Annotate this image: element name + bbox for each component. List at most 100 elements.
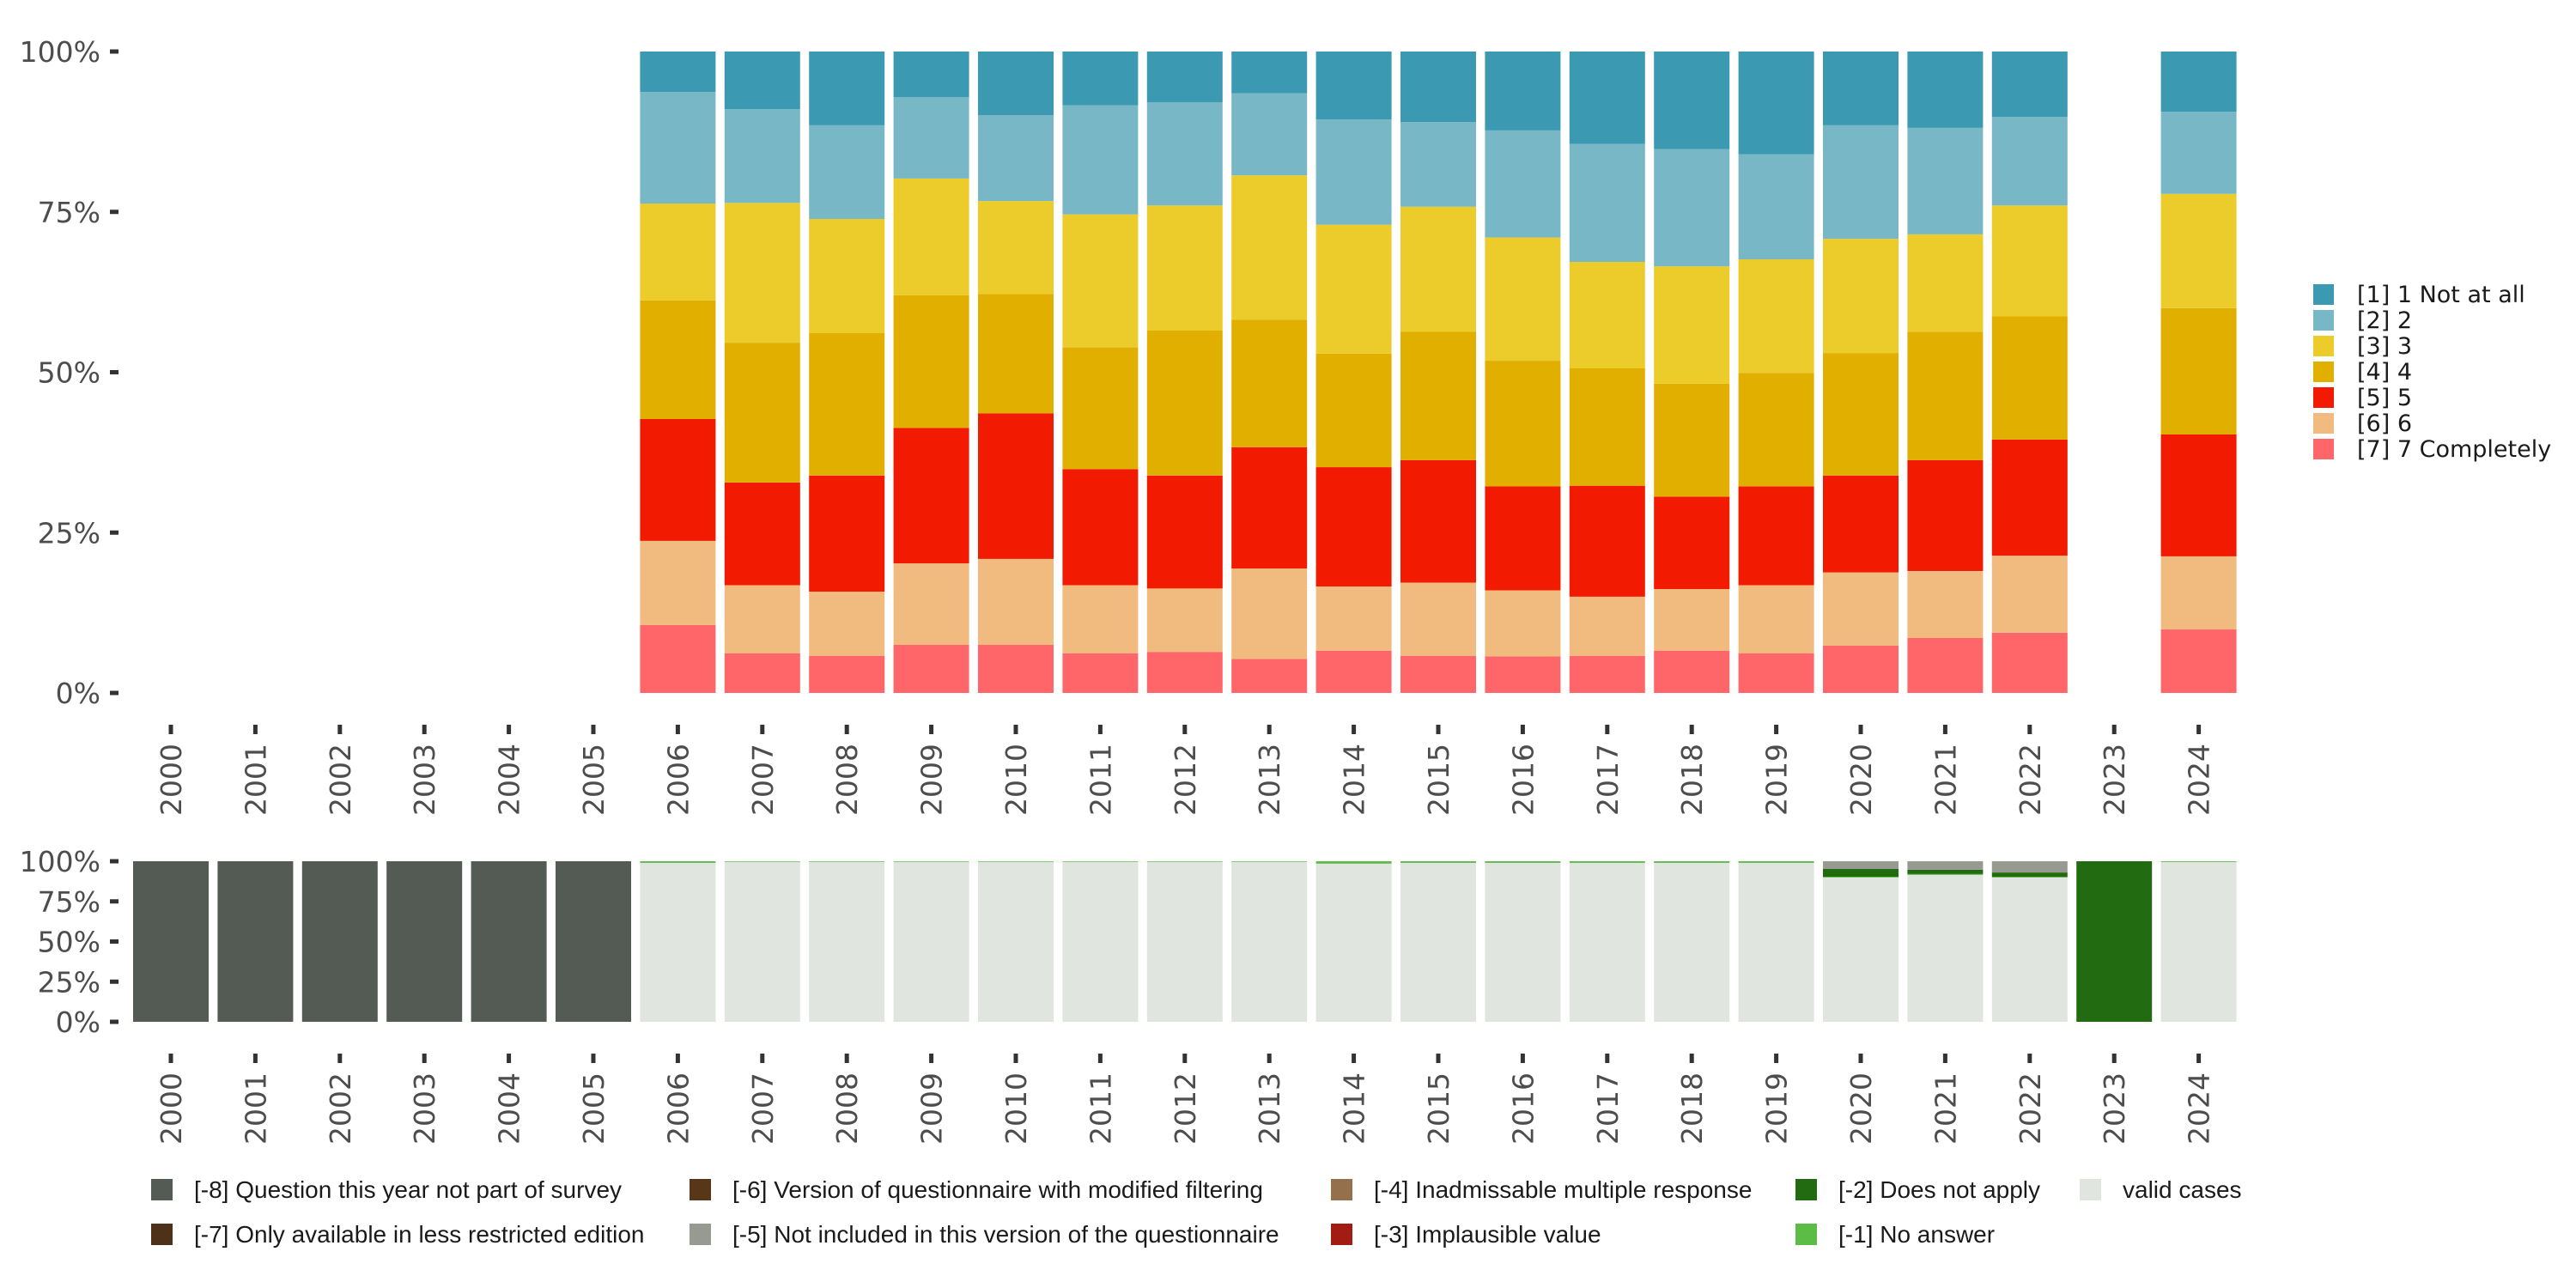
- bar-2012-6-6: [1146, 588, 1223, 653]
- bar-2009-2-2: [893, 97, 969, 179]
- bar-2011-3-3: [1062, 214, 1139, 348]
- x-tick-label: 2014: [1338, 1072, 1371, 1145]
- bar-2013-5-5: [1231, 447, 1308, 569]
- y-tick-label: 0%: [56, 1005, 100, 1039]
- bar-2014-4-4: [1315, 353, 1392, 467]
- bar-2013-6-6: [1231, 568, 1308, 659]
- x-tick-label: 2014: [1338, 744, 1371, 816]
- bar-2010-1-no-answer: [978, 861, 1054, 862]
- legend-key-swatch: [2080, 1179, 2101, 1200]
- bar-2016-5-5: [1485, 486, 1561, 591]
- bar-2012-3-3: [1146, 205, 1223, 331]
- bar-2006-1-1-not-at-all: [640, 52, 716, 93]
- x-tick-label: 2007: [746, 744, 780, 816]
- x-tick-label: 2012: [1169, 744, 1202, 816]
- x-tick-label: 2007: [746, 1072, 780, 1145]
- responses-x-axis: 2000 2001 2002 2003 2004 2005 2006 2007 2008 2009…: [155, 725, 2216, 816]
- y-tick-label: 100%: [20, 35, 100, 69]
- legend-item-7-7-completely: [7] 7 Completely: [2313, 436, 2551, 463]
- bar-2020-4-4: [1823, 353, 1899, 476]
- bar-2024-4-4: [2160, 307, 2237, 434]
- legend-key-swatch: [1331, 1224, 1352, 1245]
- y-tick-label: 0%: [56, 677, 100, 710]
- bar-2007-1-no-answer: [724, 861, 800, 862]
- legend-key-swatch: [690, 1224, 711, 1245]
- legend-label: [-3] Implausible value: [1374, 1221, 1601, 1248]
- bar-2006-7-7-completely: [640, 624, 716, 693]
- bar-2024-1-1-not-at-all: [2160, 52, 2237, 112]
- legend-key-swatch: [151, 1179, 173, 1200]
- bar-2018-7-7-completely: [1654, 650, 1730, 693]
- bar-2011-5-5: [1062, 469, 1139, 586]
- bar-2014-3-3: [1315, 224, 1392, 354]
- bar-2012-2-2: [1146, 102, 1223, 206]
- bar-2012-7-7-completely: [1146, 652, 1223, 693]
- bar-2021-3-3: [1907, 234, 1984, 332]
- x-tick-label: 2024: [2183, 1072, 2216, 1145]
- bar-2018-4-4: [1654, 383, 1730, 497]
- bar-2013-3-3: [1231, 175, 1308, 320]
- bar-2013-4-4: [1231, 319, 1308, 447]
- bar-2020-7-7-completely: [1823, 645, 1899, 693]
- x-tick-label: 2004: [493, 744, 526, 816]
- bar-2019-4-4: [1738, 373, 1814, 487]
- bar-2015-6-6: [1400, 582, 1476, 656]
- missing-values-legend: [-8] Question this year not part of surv…: [151, 1176, 2242, 1248]
- bar-2007-7-7-completely: [724, 653, 800, 693]
- bar-2016-valid-cases: [1485, 862, 1561, 1022]
- bar-2019-1-no-answer: [1738, 861, 1814, 863]
- bar-2011-1-no-answer: [1062, 861, 1139, 862]
- bar-2011-1-1-not-at-all: [1062, 52, 1139, 106]
- x-tick-label: 2011: [1084, 744, 1117, 816]
- bar-2020-2-2: [1823, 125, 1899, 240]
- bar-2015-1-no-answer: [1400, 861, 1476, 863]
- bar-2022-6-6: [1991, 556, 2068, 633]
- bar-2019-2-2: [1738, 154, 1814, 259]
- x-tick-label: 2011: [1084, 1072, 1117, 1145]
- bar-2019-valid-cases: [1738, 862, 1814, 1022]
- bar-2020-3-3: [1823, 239, 1899, 354]
- bar-2020-2-does-not-apply: [1823, 869, 1899, 877]
- legend-label: [6] 6: [2357, 410, 2412, 437]
- bar-2015-3-3: [1400, 206, 1476, 332]
- bar-2008-valid-cases: [809, 861, 885, 1022]
- bar-2008-1-1-not-at-all: [809, 52, 885, 125]
- bar-2006-2-2: [640, 92, 716, 204]
- x-tick-label: 2010: [999, 744, 1033, 816]
- bar-2018-3-3: [1654, 266, 1730, 384]
- bar-2014-valid-cases: [1315, 863, 1392, 1022]
- bar-2024-1-no-answer: [2160, 861, 2237, 862]
- y-tick-label: 25%: [38, 965, 100, 999]
- bar-2020-1-1-not-at-all: [1823, 52, 1899, 125]
- x-tick-label: 2016: [1506, 744, 1540, 816]
- x-tick-label: 2020: [1844, 744, 1878, 816]
- bar-2010-1-1-not-at-all: [978, 52, 1054, 115]
- bar-2014-1-no-answer: [1315, 861, 1392, 864]
- x-tick-label: 2005: [577, 1072, 611, 1145]
- bar-2019-3-3: [1738, 259, 1814, 374]
- x-tick-label: 2013: [1253, 744, 1286, 816]
- bar-2002-8-question-this-year-not-part-of-survey: [301, 861, 378, 1022]
- bar-2008-2-2: [809, 125, 885, 219]
- responses-legend: [1] 1 Not at all[2] 2[3] 3[4] 4[5] 5[6] …: [2313, 282, 2551, 463]
- bar-2015-4-4: [1400, 331, 1476, 460]
- legend-label: [7] 7 Completely: [2357, 436, 2551, 463]
- bar-2008-3-3: [809, 219, 885, 333]
- x-tick-label: 2005: [577, 744, 611, 816]
- legend-key-swatch: [151, 1224, 173, 1245]
- x-tick-label: 2023: [2098, 744, 2131, 816]
- bar-2009-7-7-completely: [893, 645, 969, 693]
- bar-2022-5-5: [1991, 439, 2068, 556]
- bar-2014-5-5: [1315, 467, 1392, 586]
- bar-2008-1-no-answer: [809, 861, 885, 862]
- bar-2022-5-not-included-in-this-version-of-the-questionnaire: [1991, 861, 2068, 873]
- bar-2022-2-2: [1991, 117, 2068, 206]
- x-tick-label: 2023: [2098, 1072, 2131, 1145]
- bar-2007-3-3: [724, 203, 800, 343]
- bar-2017-valid-cases: [1569, 862, 1645, 1022]
- bar-2021-5-not-included-in-this-version-of-the-questionnaire: [1907, 861, 1984, 870]
- legend-key-swatch: [2313, 284, 2334, 305]
- bar-2012-1-1-not-at-all: [1146, 52, 1223, 102]
- bar-2009-5-5: [893, 428, 969, 564]
- x-tick-label: 2017: [1591, 744, 1625, 816]
